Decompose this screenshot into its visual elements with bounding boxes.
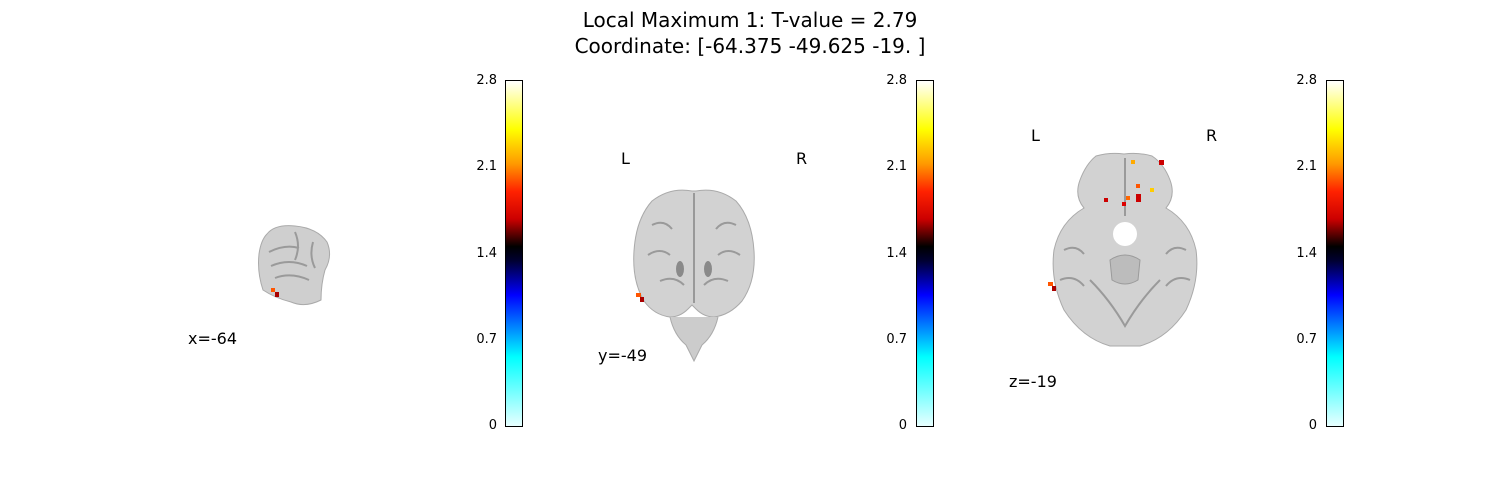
- activation-blob: [271, 288, 275, 292]
- colorbar-3-tick: 1.4: [1296, 246, 1317, 261]
- activation-blob: [1150, 188, 1154, 192]
- activation-blob: [1122, 202, 1126, 206]
- colorbar-1-tick: 2.8: [476, 73, 497, 88]
- colorbar-1: [505, 80, 523, 427]
- axial-right-label: R: [1206, 126, 1218, 145]
- activation-blob: [1104, 198, 1108, 202]
- colorbar-1-tick: 0: [488, 418, 497, 433]
- coronal-brain-slice: [633, 189, 755, 363]
- activation-blob: [1048, 282, 1053, 286]
- axial-left-label: L: [1031, 126, 1040, 145]
- colorbar-1-tick: 1.4: [476, 246, 497, 261]
- colorbar-2-tick: 1.4: [886, 246, 907, 261]
- activation-blob: [640, 297, 644, 302]
- activation-blob: [1136, 184, 1140, 188]
- coronal-right-label: R: [796, 149, 808, 168]
- sagittal-brain-slice: [258, 225, 331, 306]
- colorbar-2: [916, 80, 934, 427]
- colorbar-1-tick: 2.1: [476, 159, 497, 174]
- figure-coordinate: Coordinate: [-64.375 -49.625 -19. ]: [574, 34, 926, 58]
- colorbar-2-tick: 2.1: [886, 159, 907, 174]
- activation-blob: [1052, 286, 1056, 291]
- activation-blob: [275, 292, 279, 297]
- activation-blob: [1159, 160, 1164, 165]
- figure-title: Local Maximum 1: T-value = 2.79: [582, 8, 918, 32]
- colorbar-3-tick: 0.7: [1296, 332, 1317, 347]
- axial-coordinate-label: z=-19: [1009, 372, 1057, 391]
- activation-blob: [1131, 160, 1135, 164]
- colorbar-1-tick: 0.7: [476, 332, 497, 347]
- activation-blob: [636, 293, 641, 297]
- coronal-left-label: L: [621, 149, 630, 168]
- colorbar-2-tick: 0: [898, 418, 907, 433]
- colorbar-3-tick: 2.1: [1296, 159, 1317, 174]
- colorbar-3-tick: 0: [1308, 418, 1317, 433]
- colorbar-3: [1326, 80, 1344, 427]
- activation-blob: [1126, 196, 1130, 200]
- axial-brain-slice: [1048, 152, 1198, 347]
- colorbar-2-tick: 0.7: [886, 332, 907, 347]
- sagittal-coordinate-label: x=-64: [188, 329, 238, 348]
- colorbar-3-tick: 2.8: [1296, 73, 1317, 88]
- activation-blob: [1136, 194, 1141, 202]
- coronal-coordinate-label: y=-49: [598, 346, 648, 365]
- colorbar-2-tick: 2.8: [886, 73, 907, 88]
